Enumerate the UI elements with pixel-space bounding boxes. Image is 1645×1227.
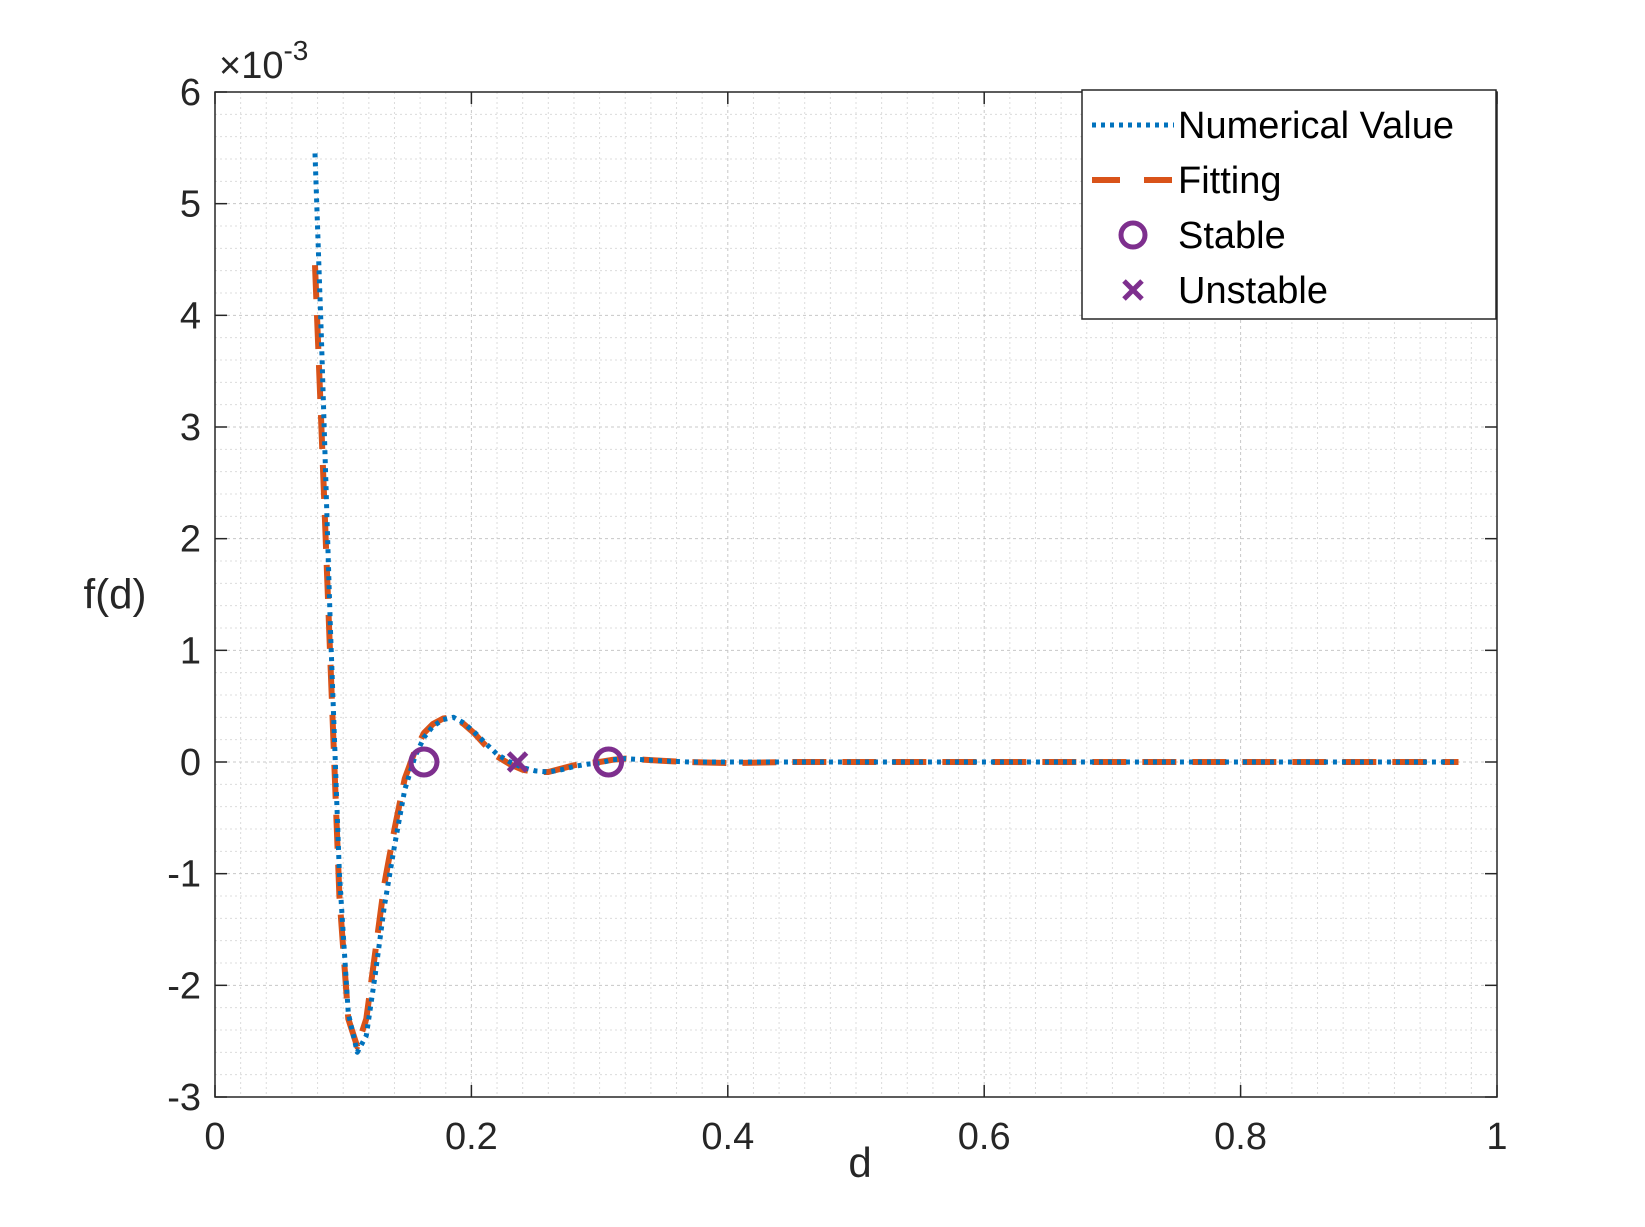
legend-label: Fitting — [1178, 160, 1281, 202]
y-tick-label: 4 — [180, 295, 201, 337]
stable-point-marker — [408, 746, 440, 778]
legend-item: Numerical Value — [1092, 105, 1454, 147]
minor-grid — [215, 92, 1497, 1097]
legend-item: Stable — [1118, 215, 1286, 257]
x-tick-label: 0 — [204, 1116, 225, 1158]
y-exponent-label: ×10-3 — [219, 35, 308, 87]
y-tick-label: -2 — [167, 965, 201, 1007]
legend-swatch-unstable — [1122, 279, 1144, 301]
x-tick-label: 0.6 — [958, 1116, 1011, 1158]
stable-point-marker — [593, 746, 625, 778]
legend-item: Fitting — [1092, 160, 1281, 202]
y-tick-label: -1 — [167, 854, 201, 896]
y-tick-label: -3 — [167, 1077, 201, 1119]
y-tick-label: 5 — [180, 184, 201, 226]
y-tick-label: 3 — [180, 407, 201, 449]
legend: Numerical Value Fitting Stable Unstable — [1081, 89, 1497, 320]
legend-item: Unstable — [1122, 270, 1328, 312]
unstable-point-marker — [506, 751, 529, 773]
y-tick-label: 6 — [180, 72, 201, 114]
x-tick-label: 0.4 — [701, 1116, 754, 1158]
x-tick-label: 0.8 — [1214, 1116, 1267, 1158]
y-tick-label: 1 — [180, 630, 201, 672]
legend-swatch-stable — [1118, 220, 1148, 250]
series-numerical-line — [312, 153, 1459, 1055]
axes-box — [214, 91, 1498, 1098]
legend-label: Stable — [1178, 215, 1286, 257]
tick-labels: 0 0.2 0.4 0.6 0.8 1 -3 -2 -1 0 1 2 3 4 5 6 — [167, 72, 1507, 1158]
y-tick-label: 2 — [180, 519, 201, 561]
legend-label: Unstable — [1178, 270, 1328, 312]
y-tick-label: 0 — [180, 742, 201, 784]
legend-label: Numerical Value — [1178, 105, 1454, 147]
x-tick-label: 1 — [1486, 1116, 1507, 1158]
x-tick-label: 0.2 — [445, 1116, 498, 1158]
y-axis-label: f(d) — [84, 571, 147, 618]
x-axis-label: d — [848, 1139, 871, 1186]
series-layer — [312, 153, 1459, 1055]
legend-box — [1081, 89, 1497, 320]
